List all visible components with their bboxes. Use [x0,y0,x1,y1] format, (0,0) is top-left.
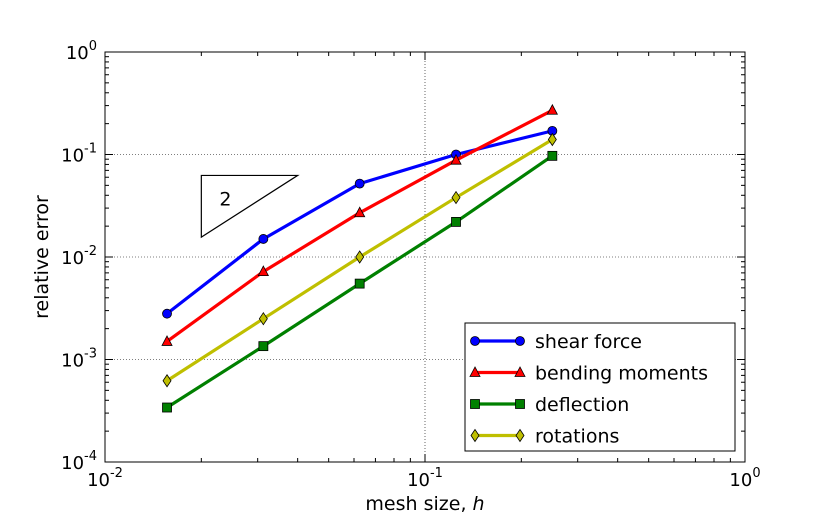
data-point [354,178,365,189]
data-point [258,234,269,244]
y-tick-label: 10-4 [61,449,97,474]
y-tick-exponent: 0 [89,39,97,54]
series-layer [161,103,559,413]
x-tick-exponent: -2 [110,466,123,481]
x-tick-exponent: -1 [430,466,443,481]
data-point [258,341,269,352]
data-point [451,190,461,205]
x-tick-label: 10-2 [87,466,123,491]
x-axis-label: mesh size, h [365,493,484,513]
data-point [451,217,461,227]
x-tick-label: 100 [729,466,760,491]
y-tick-exponent: -3 [84,347,97,362]
legend-marker [515,336,525,346]
legend-marker [515,399,525,409]
x-tick-base: 10 [407,470,430,491]
data-point [546,103,559,115]
y-tick-base: 10 [61,146,84,167]
x-tick-base: 10 [87,470,110,491]
y-axis-label: relative error [31,195,53,319]
y-tick-base: 10 [61,248,84,269]
grid-layer [105,52,745,462]
y-tick-base: 10 [61,453,84,474]
data-point [450,153,462,165]
data-point [354,278,365,289]
data-point [354,206,366,218]
legend-entry: shear force [470,331,642,353]
y-tick-label: 10-1 [61,142,97,167]
legend-label: shear force [535,331,642,353]
legend-marker [514,366,526,377]
y-tick-exponent: -4 [84,449,97,464]
data-point [258,311,268,326]
x-tick-label: 10-1 [407,466,443,491]
data-point [161,335,173,346]
data-point [547,132,557,147]
data-point [355,250,365,264]
data-point [257,265,270,277]
y-tick-label: 10-3 [61,347,97,372]
slope-triangle [200,174,300,239]
legend-label: rotations [535,426,619,448]
slope-label: 2 [219,188,231,210]
legend-marker [470,399,480,409]
series-deflection [162,150,558,413]
legend-marker [470,336,480,346]
legend-marker [515,428,525,443]
slope-annotation: 2 [200,174,300,239]
y-tick-label: 10-2 [61,244,97,269]
y-tick-base: 10 [66,43,89,64]
x-tick-exponent: 0 [752,466,760,481]
legend-marker [470,428,480,443]
legend-label: bending moments [535,363,708,385]
series-rotations [162,132,557,388]
legend: shear force bending moments deflection rota… [464,322,736,452]
y-tick-exponent: -1 [84,142,97,157]
legend-box [464,322,736,452]
series-bending-moments [161,103,559,346]
legend-marker [469,366,481,377]
data-point [547,150,558,161]
x-axis-label-text: mesh size, [365,493,472,513]
x-tick-base: 10 [729,470,752,491]
x-axis-label-var: h [473,493,485,513]
legend-entry: deflection [470,394,629,416]
y-tick-exponent: -2 [84,244,97,259]
data-point [162,308,172,319]
data-point [162,374,172,388]
legend-entry: bending moments [469,363,708,385]
legend-label: deflection [535,394,629,416]
legend-entry: rotations [470,426,619,448]
y-tick-label: 100 [66,39,97,64]
series-shear-force [162,125,558,319]
data-point [162,402,172,413]
y-tick-base: 10 [61,351,84,372]
